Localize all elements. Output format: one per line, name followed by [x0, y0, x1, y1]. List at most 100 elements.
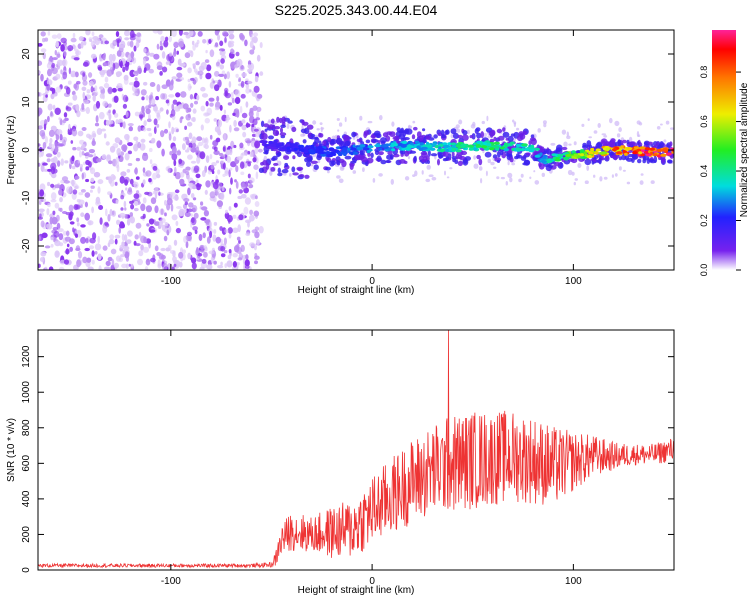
noise-dot — [94, 37, 101, 46]
noise-dot — [171, 30, 177, 37]
noise-dot — [126, 239, 132, 245]
noise-dot — [156, 65, 163, 71]
ridge-core-dot — [594, 151, 599, 155]
noise-dot — [238, 252, 243, 260]
noise-dot — [84, 212, 90, 221]
noise-dot — [148, 132, 153, 137]
noise-dot — [179, 171, 185, 178]
noise-dot — [151, 137, 156, 144]
noise-dot — [119, 122, 123, 128]
noise-dot — [101, 154, 107, 160]
noise-dot — [218, 152, 224, 157]
noise-dot — [82, 61, 89, 67]
noise-dot — [62, 119, 67, 124]
noise-dot — [52, 226, 58, 231]
ridge-core-dot — [290, 143, 298, 147]
noise-dot — [47, 202, 51, 208]
noise-dot — [200, 62, 207, 70]
noise-dot — [173, 260, 178, 264]
noise-dot — [168, 225, 172, 233]
ridge-dot — [457, 134, 463, 139]
noise-dot — [196, 182, 200, 187]
noise-dot — [226, 155, 232, 163]
noise-dot — [125, 256, 129, 262]
noise-dot — [174, 189, 180, 194]
ridge-dot — [586, 140, 592, 147]
ridge-core-dot — [304, 150, 309, 154]
noise-dot — [603, 176, 608, 180]
noise-dot — [533, 170, 536, 173]
ridge-dot — [632, 153, 638, 160]
noise-dot — [404, 176, 410, 181]
ridge-dot — [582, 144, 588, 149]
noise-dot — [236, 58, 243, 67]
noise-dot — [192, 108, 197, 114]
noise-dot — [159, 71, 163, 76]
ridge-dot — [276, 116, 280, 123]
noise-dot — [187, 252, 191, 260]
noise-dot — [140, 89, 147, 96]
noise-dot — [124, 133, 130, 141]
noise-dot — [258, 226, 264, 234]
noise-dot — [129, 40, 134, 48]
ridge-dot — [344, 155, 352, 160]
ridge-dot — [430, 153, 438, 157]
noise-dot — [135, 222, 142, 229]
noise-dot — [165, 99, 170, 104]
noise-dot — [458, 119, 463, 125]
noise-dot — [124, 30, 130, 37]
noise-dot — [473, 163, 479, 169]
noise-dot — [105, 208, 108, 217]
spectrogram-y-axis: -20 -10 0 10 20 — [21, 48, 674, 253]
noise-dot — [190, 222, 193, 228]
noise-dot — [139, 111, 144, 116]
noise-dot — [83, 40, 87, 46]
ridge-core-dot — [644, 147, 651, 151]
noise-dot — [217, 169, 221, 175]
noise-dot — [127, 150, 132, 155]
noise-dot — [38, 70, 41, 74]
noise-dot — [573, 181, 576, 186]
noise-dot — [216, 61, 220, 67]
noise-dot — [141, 105, 145, 114]
noise-dot — [319, 122, 323, 125]
noise-dot — [238, 239, 241, 244]
ridge-dot — [258, 167, 264, 173]
ridge-dot — [376, 155, 382, 162]
noise-dot — [85, 155, 89, 159]
noise-dot — [176, 206, 182, 209]
noise-dot — [121, 263, 128, 269]
x-tick-label: 100 — [565, 576, 582, 587]
noise-dot — [149, 52, 155, 57]
noise-dot — [208, 39, 212, 44]
ridge-core-dot — [468, 147, 474, 151]
ridge-core-dot — [303, 146, 309, 150]
noise-dot — [372, 178, 376, 183]
noise-dot — [485, 170, 488, 177]
noise-dot — [67, 45, 74, 52]
noise-dot — [255, 195, 258, 200]
y-tick-label: 200 — [21, 526, 32, 543]
noise-dot — [162, 263, 168, 270]
noise-dot — [246, 122, 249, 128]
ridge-dot — [327, 137, 332, 142]
noise-dot — [660, 123, 663, 126]
noise-dot — [131, 57, 137, 64]
ridge-core-dot — [320, 153, 327, 157]
noise-dot — [120, 195, 125, 200]
noise-dot — [201, 206, 208, 211]
noise-dot — [159, 208, 165, 216]
noise-dot — [129, 178, 134, 185]
noise-dot — [168, 121, 171, 129]
noise-dot — [78, 199, 85, 205]
noise-dot — [169, 191, 176, 200]
noise-dot — [40, 73, 44, 82]
noise-dot — [112, 143, 119, 149]
noise-dot — [601, 133, 607, 136]
ridge-dot — [403, 137, 410, 141]
noise-dot — [104, 40, 109, 45]
ridge-dot — [626, 139, 630, 145]
ridge-dot — [476, 132, 482, 139]
ridge-core-dot — [442, 142, 448, 146]
noise-dot — [245, 140, 252, 144]
